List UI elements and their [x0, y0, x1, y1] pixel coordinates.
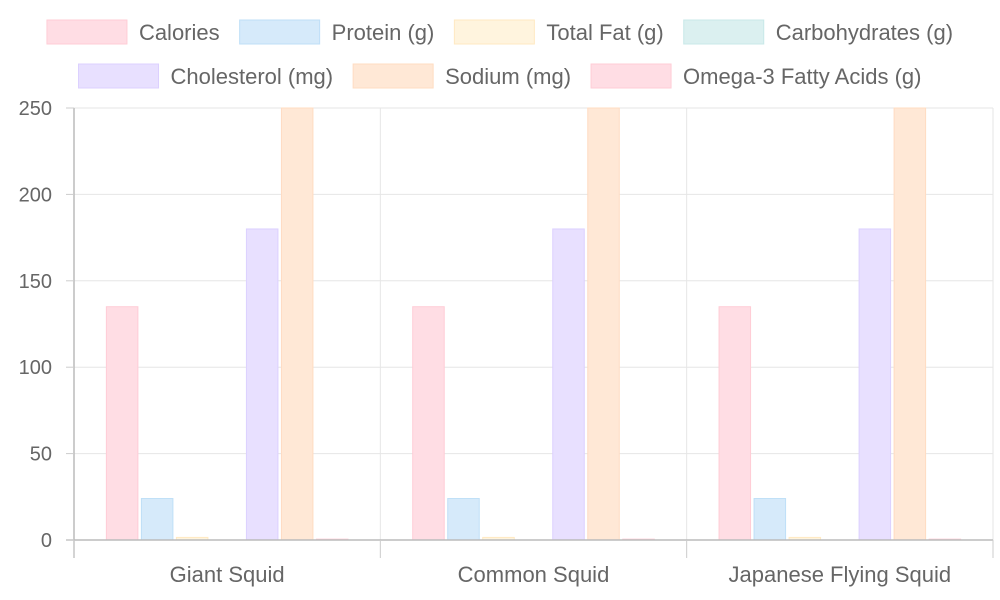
- y-tick-label: 250: [19, 98, 52, 120]
- y-tick-label: 50: [30, 444, 52, 466]
- y-tick-label: 100: [19, 357, 52, 379]
- bar-calories-giant-squid: [105, 306, 139, 541]
- legend-label: Carbohydrates (g): [776, 20, 953, 45]
- grid-lines: [74, 107, 994, 540]
- legend-item-sodium-mg[interactable]: Sodium (mg): [352, 63, 571, 89]
- legend-label: Protein (g): [332, 20, 435, 45]
- legend-label: Cholesterol (mg): [171, 64, 334, 89]
- x-axis-ticks: Giant Squid Common Squid Japanese Flying S…: [73, 540, 994, 587]
- legend-item-carbohydrates-g[interactable]: Carbohydrates (g): [683, 19, 953, 45]
- bar-protein-g-common-squid: [447, 498, 480, 541]
- legend-swatch: [239, 19, 321, 45]
- legend-swatch: [78, 63, 160, 89]
- bar-calories-japanese-flying-squid: [718, 306, 752, 541]
- bar-cholesterol-mg-giant-squid: [245, 228, 279, 541]
- axes: [66, 108, 993, 558]
- legend-label: Total Fat (g): [546, 20, 663, 45]
- y-tick-label: 200: [19, 184, 52, 206]
- legend-label: Calories: [139, 20, 220, 45]
- bar-sodium-mg-common-squid: [587, 107, 620, 541]
- bar-calories-common-squid: [412, 306, 445, 541]
- legend-item-protein-g[interactable]: Protein (g): [239, 19, 435, 45]
- bars: [105, 107, 962, 541]
- legend-item-total-fat-g[interactable]: Total Fat (g): [453, 19, 664, 45]
- bar-protein-g-giant-squid: [140, 498, 174, 541]
- legend-label: Sodium (mg): [445, 64, 571, 89]
- bar-cholesterol-mg-japanese-flying-squid: [858, 228, 892, 541]
- x-tick-label: Japanese Flying Squid: [729, 562, 952, 587]
- legend-swatch: [352, 63, 434, 89]
- legend-item-calories[interactable]: Calories: [46, 19, 220, 45]
- legend-label: Omega-3 Fatty Acids (g): [683, 64, 921, 89]
- x-tick-label: Giant Squid: [170, 562, 285, 587]
- legend-item-cholesterol-mg[interactable]: Cholesterol (mg): [78, 63, 334, 89]
- bar-sodium-mg-giant-squid: [280, 107, 314, 541]
- bar-cholesterol-mg-common-squid: [552, 228, 585, 541]
- x-tick-label: Common Squid: [458, 562, 610, 587]
- legend-swatch: [683, 19, 765, 45]
- y-axis-ticks: 0 50 100 150 200 250: [19, 98, 74, 552]
- legend: Calories Protein (g) Total Fat (g) Carbohyd…: [46, 19, 953, 89]
- bar-protein-g-japanese-flying-squid: [753, 498, 787, 541]
- bar-sodium-mg-japanese-flying-squid: [893, 107, 927, 541]
- y-tick-label: 0: [41, 530, 52, 552]
- legend-swatch: [453, 19, 535, 45]
- legend-item-omega-3-fatty-acids-g[interactable]: Omega-3 Fatty Acids (g): [590, 63, 921, 89]
- y-tick-label: 150: [19, 271, 52, 293]
- legend-swatch: [590, 63, 672, 89]
- legend-swatch: [46, 19, 128, 45]
